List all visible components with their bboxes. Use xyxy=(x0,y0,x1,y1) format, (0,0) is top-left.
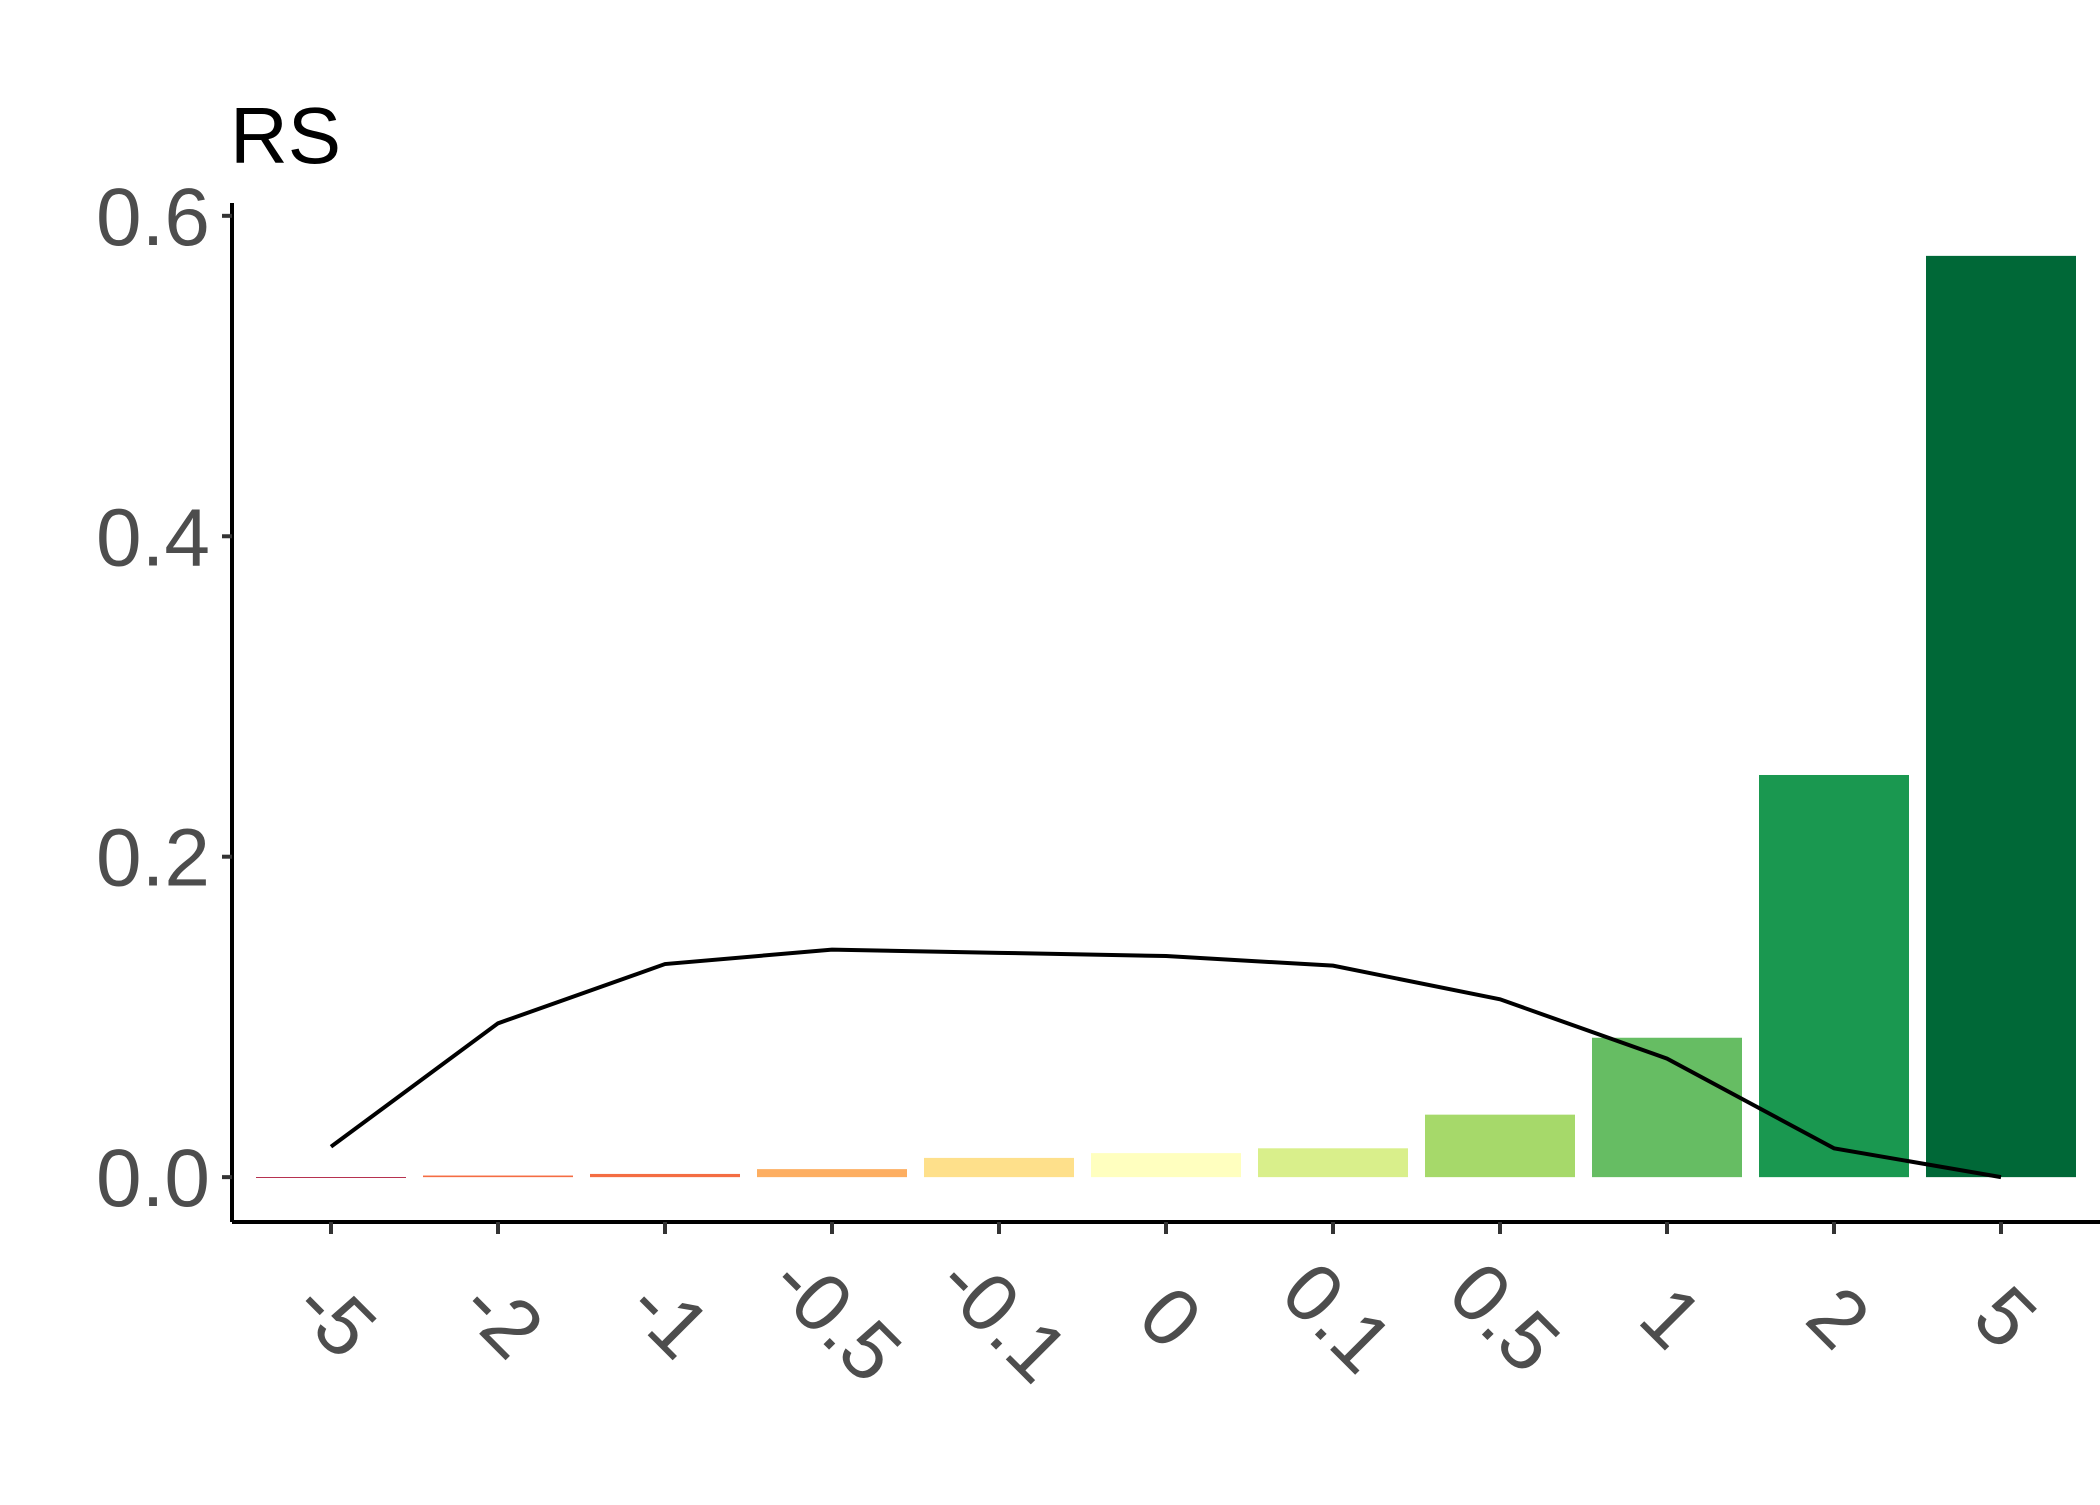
bar--0.1 xyxy=(924,1157,1074,1178)
bar--0.5 xyxy=(757,1169,907,1178)
y-tick-label: 0.2 xyxy=(96,813,210,904)
trend-line xyxy=(329,947,2002,1180)
x-tick-label: -0.1 xyxy=(921,1236,1085,1400)
x-tick-label: -5 xyxy=(277,1260,393,1376)
x-tick-label: 0.1 xyxy=(1265,1245,1410,1390)
x-tick-label: -1 xyxy=(611,1260,727,1376)
x-tick-label: 5 xyxy=(1957,1270,2054,1367)
bar-2 xyxy=(1759,774,1909,1178)
x-tick-label: 1 xyxy=(1623,1270,1720,1367)
x-tick-label: 2 xyxy=(1790,1270,1887,1367)
bar-0 xyxy=(1091,1153,1241,1178)
y-tick-label: 0.0 xyxy=(96,1133,210,1224)
line-layer xyxy=(329,947,2002,1180)
x-tick-label: 0 xyxy=(1122,1270,1219,1367)
y-axis-title: RS xyxy=(230,91,341,180)
x-tick-label: 0.5 xyxy=(1432,1245,1577,1390)
bar--2 xyxy=(423,1175,573,1178)
y-tick-label: 0.6 xyxy=(96,172,210,263)
x-tick-label: -2 xyxy=(444,1260,560,1376)
bars-layer xyxy=(256,255,2076,1178)
bar-0.5 xyxy=(1425,1114,1575,1178)
bar--5 xyxy=(256,1177,406,1178)
bar-1 xyxy=(1592,1037,1742,1178)
bar-0.1 xyxy=(1258,1148,1408,1178)
bar--1 xyxy=(590,1173,740,1178)
bar-5 xyxy=(1926,255,2076,1178)
y-tick-label: 0.4 xyxy=(96,492,210,583)
x-tick-label: -0.5 xyxy=(754,1236,918,1400)
